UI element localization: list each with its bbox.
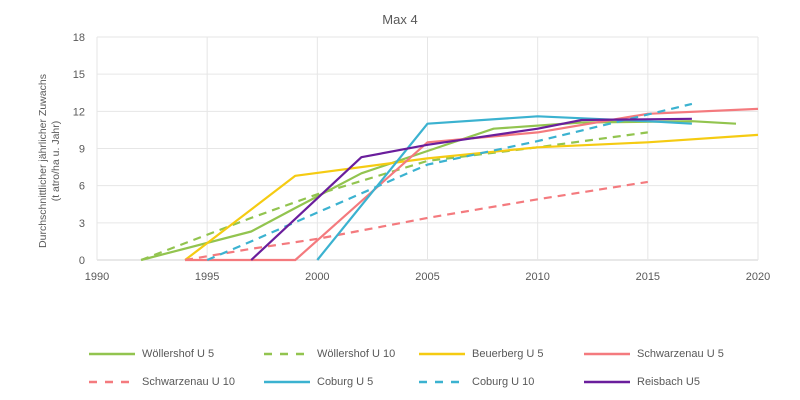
legend-label: Schwarzenau U 10	[142, 376, 235, 388]
x-tick-label: 2000	[305, 271, 329, 283]
y-tick-label: 6	[79, 181, 85, 193]
legend-swatch-icon	[419, 380, 465, 384]
legend-swatch-icon	[419, 352, 465, 356]
legend-item: Reisbach U5	[583, 376, 743, 388]
series-line	[185, 107, 759, 262]
legend-swatch-icon	[264, 352, 310, 356]
legend-label: Wöllershof U 5	[142, 348, 215, 360]
y-axis-label-text: Durchschnittlicher jährlicher Zuwachs	[37, 74, 49, 248]
legend-item: Coburg U 10	[418, 376, 583, 388]
legend-label: Coburg U 5	[317, 376, 374, 388]
y-tick-label: 15	[73, 69, 85, 81]
legend-item: Wöllershof U 5	[88, 348, 263, 360]
legend-item: Coburg U 5	[263, 376, 418, 388]
legend-label: Wöllershof U 10	[317, 348, 396, 360]
chart-title: Max 4	[382, 12, 418, 27]
x-tick-label: 2010	[525, 271, 549, 283]
tick-labels: 0 3 6 9 12 15 18 1990 1995 2000 2005 2010 2015 2020	[73, 32, 770, 283]
x-tick-label: 2005	[415, 271, 439, 283]
legend-label: Beuerberg U 5	[472, 348, 544, 360]
x-tick-label: 1990	[85, 271, 109, 283]
legend-swatch-icon	[264, 380, 310, 384]
legend-swatch-icon	[584, 352, 630, 356]
x-tick-label: 2020	[746, 271, 770, 283]
legend-label: Schwarzenau U 5	[637, 348, 724, 360]
series-line	[250, 117, 692, 261]
legend-label: Reisbach U5	[637, 376, 700, 388]
legend-swatch-icon	[89, 380, 135, 384]
legend-item: Schwarzenau U 10	[88, 376, 263, 388]
y-axis-label: Durchschnittlicher jährlicher Zuwachs (t…	[37, 41, 63, 281]
legend-row: Schwarzenau U 10 Coburg U 5 Coburg U 10 Rei…	[88, 368, 748, 396]
legend-item: Schwarzenau U 5	[583, 348, 743, 360]
series-line	[140, 131, 648, 262]
y-tick-label: 3	[79, 218, 85, 230]
legend-item: Wöllershof U 10	[263, 348, 418, 360]
legend-item: Beuerberg U 5	[418, 348, 583, 360]
series-line	[316, 115, 692, 261]
legend-swatch-icon	[89, 352, 135, 356]
legend: Wöllershof U 5 Wöllershof U 10 Beuerberg U…	[88, 340, 748, 396]
series-lines	[140, 102, 759, 262]
y-tick-label: 18	[73, 32, 85, 44]
series-line	[206, 102, 693, 262]
series-line	[184, 180, 648, 262]
y-axis-label-unit: (t atro/ha u. Jahr)	[50, 120, 62, 202]
grid-lines	[96, 36, 759, 261]
legend-label: Coburg U 10	[472, 376, 535, 388]
y-tick-label: 9	[79, 144, 85, 156]
legend-swatch-icon	[584, 380, 630, 384]
x-tick-label: 1995	[195, 271, 219, 283]
x-tick-label: 2015	[636, 271, 660, 283]
legend-row: Wöllershof U 5 Wöllershof U 10 Beuerberg U…	[88, 340, 748, 368]
y-tick-label: 12	[73, 106, 85, 118]
y-tick-label: 0	[79, 255, 85, 267]
